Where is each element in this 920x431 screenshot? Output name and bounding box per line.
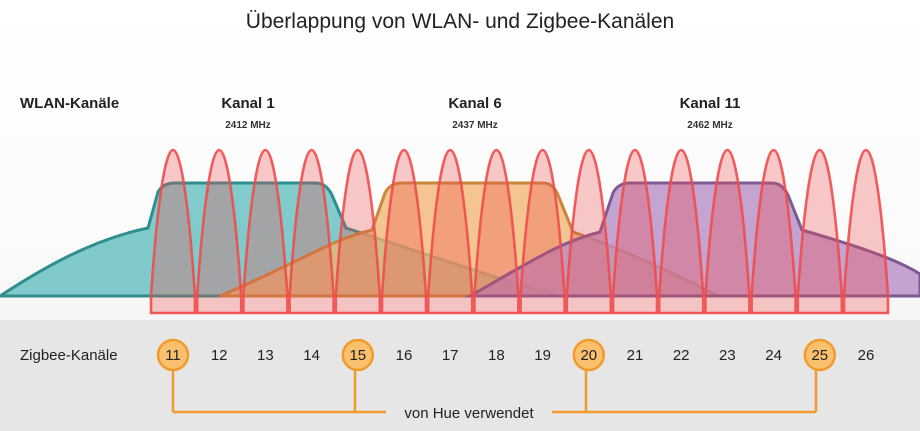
- zigbee-peak-22: [657, 148, 705, 315]
- wlan-channel-6-frequency: 2437 MHz: [452, 120, 498, 131]
- zigbee-peak-19: [519, 148, 566, 315]
- zigbee-channel-24: 24: [765, 347, 782, 364]
- hue-label: von Hue verwendet: [404, 405, 534, 422]
- zigbee-peak-21: [611, 148, 659, 315]
- zigbee-channel-17: 17: [442, 347, 459, 364]
- zigbee-peak-23: [704, 148, 751, 315]
- zigbee-channel-26: 26: [858, 347, 875, 364]
- wlan-channel-11-label: Kanal 11: [680, 95, 741, 112]
- zigbee-channel-numbers: 11 12 13 14 15 16 17 18 19 20 21 22 23 24 25 26: [156, 338, 875, 372]
- zigbee-peak-24: [750, 148, 797, 315]
- hue-bracket: [171, 369, 818, 414]
- zigbee-channel-14: 14: [303, 347, 320, 364]
- hue-marker-15: [341, 338, 375, 372]
- wlan-channel-1-label: Kanal 1: [221, 95, 274, 112]
- zigbee-channel-15: 15: [349, 347, 366, 364]
- zigbee-channel-20: 20: [580, 347, 597, 364]
- zigbee-channel-11: 11: [165, 347, 181, 364]
- wlan-label: WLAN-Kanäle: [20, 95, 119, 112]
- zigbee-channel-21: 21: [627, 347, 644, 364]
- zigbee-channel-16: 16: [396, 347, 413, 364]
- zigbee-channel-13: 13: [257, 347, 274, 364]
- zigbee-peak-26: [842, 148, 890, 315]
- zigbee-peak-13: [242, 148, 289, 315]
- zigbee-channel-12: 12: [211, 347, 228, 364]
- zigbee-peak-11: [149, 148, 197, 315]
- zigbee-peaks-layer: [149, 148, 890, 315]
- diagram-title: Überlappung von WLAN- und Zigbee-Kanälen: [246, 10, 674, 33]
- zigbee-peak-12: [195, 148, 243, 315]
- wlan-channel-1-frequency: 2412 MHz: [225, 120, 271, 131]
- wlan-channel-11-spectrum: [464, 181, 920, 298]
- zigbee-peak-15: [334, 148, 382, 315]
- zigbee-channel-19: 19: [534, 347, 551, 364]
- zigbee-peak-18: [473, 148, 520, 315]
- zigbee-peak-16: [380, 148, 428, 315]
- hue-marker-20: [572, 338, 606, 372]
- zigbee-peak-17: [426, 148, 474, 315]
- wlan-channel-11-frequency: 2462 MHz: [687, 120, 733, 131]
- zigbee-channel-23: 23: [719, 347, 736, 364]
- zigbee-peak-14: [288, 148, 335, 315]
- zigbee-channel-25: 25: [811, 347, 828, 364]
- zigbee-channel-22: 22: [673, 347, 690, 364]
- wlan-channel-6-label: Kanal 6: [448, 95, 501, 112]
- zigbee-peak-20: [565, 148, 613, 315]
- zigbee-peak-25: [796, 148, 844, 315]
- zigbee-label: Zigbee-Kanäle: [20, 347, 118, 364]
- hue-marker-25: [803, 338, 837, 372]
- zigbee-channel-18: 18: [488, 347, 505, 364]
